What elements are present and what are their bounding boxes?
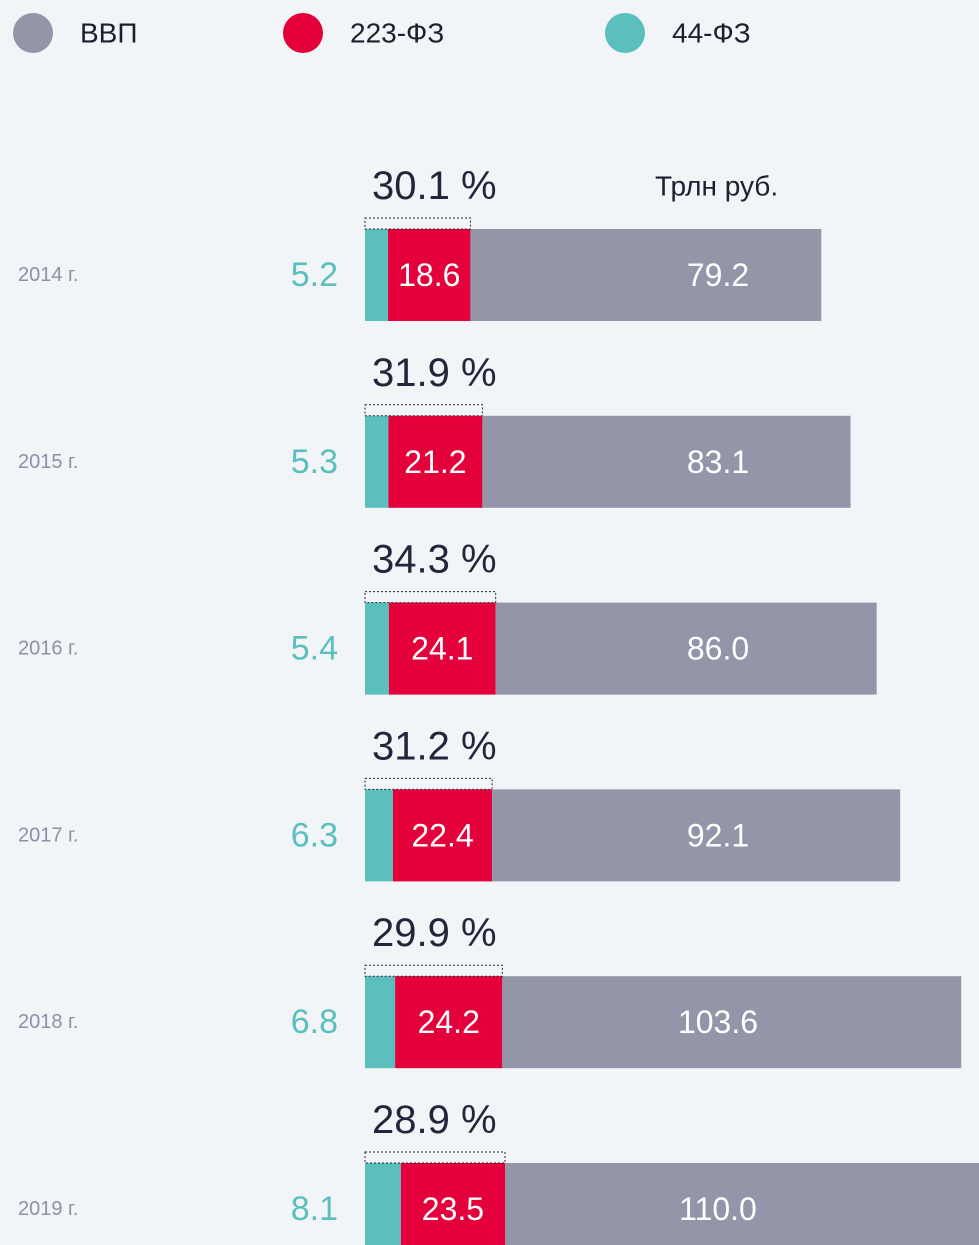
value-label: 21.2 xyxy=(404,444,466,480)
value-label: 79.2 xyxy=(687,257,749,293)
legend-swatch xyxy=(283,13,323,53)
value-label: 8.1 xyxy=(291,1190,338,1228)
bar-segment xyxy=(365,1163,401,1245)
value-label: 5.4 xyxy=(291,630,338,668)
bar-segment xyxy=(365,415,389,508)
bar-segment xyxy=(365,789,393,882)
bar-segment xyxy=(365,602,389,695)
share-bracket xyxy=(364,964,503,977)
bar-segment xyxy=(392,789,493,882)
bar-segment xyxy=(388,229,471,321)
bar-segment xyxy=(388,602,496,695)
value-label: 110.0 xyxy=(679,1191,757,1227)
category-label: 2014 г. xyxy=(18,264,78,286)
share-label: 34.3 % xyxy=(372,538,497,582)
bar-segment xyxy=(365,229,389,321)
legend-swatch xyxy=(605,13,645,53)
bar-segment xyxy=(504,1163,979,1245)
value-label: 6.3 xyxy=(291,816,338,854)
value-label: 92.1 xyxy=(687,817,749,853)
value-label: 86.0 xyxy=(687,631,749,667)
share-bracket xyxy=(364,217,471,230)
category-label: 2018 г. xyxy=(18,1011,78,1033)
bar-segment xyxy=(400,1163,505,1245)
share-bracket xyxy=(364,404,483,417)
legend-label: 223-ФЗ xyxy=(350,18,444,49)
value-label: 24.1 xyxy=(411,631,473,667)
legend-label: ВВП xyxy=(80,18,137,49)
share-bracket xyxy=(364,777,493,790)
legend-swatch xyxy=(13,13,53,53)
share-label: 29.9 % xyxy=(372,911,497,955)
value-label: 22.4 xyxy=(411,817,473,853)
value-label: 83.1 xyxy=(687,444,749,480)
value-label: 23.5 xyxy=(422,1191,484,1227)
share-label: 30.1 % xyxy=(372,164,497,208)
unit-label: Трлн руб. xyxy=(655,171,778,202)
bar-segment xyxy=(492,789,901,882)
category-label: 2015 г. xyxy=(18,451,78,473)
category-label: 2019 г. xyxy=(18,1198,78,1220)
bar-segment xyxy=(388,415,483,508)
value-label: 103.6 xyxy=(678,1004,758,1040)
share-label: 31.9 % xyxy=(372,351,497,395)
bar-segment xyxy=(482,415,851,508)
bar-segment xyxy=(502,976,962,1069)
bar-segment xyxy=(395,976,503,1069)
legend-label: 44-ФЗ xyxy=(672,18,751,49)
value-label: 18.6 xyxy=(398,257,460,293)
share-label: 28.9 % xyxy=(372,1098,497,1142)
category-label: 2016 г. xyxy=(18,638,78,660)
value-label: 24.2 xyxy=(418,1004,480,1040)
bar-segment xyxy=(495,602,877,695)
share-bracket xyxy=(364,591,497,604)
bar-segment xyxy=(470,229,822,321)
bar-segment xyxy=(365,976,396,1069)
share-bracket xyxy=(364,1151,506,1164)
value-label: 5.3 xyxy=(291,443,338,481)
share-label: 31.2 % xyxy=(372,724,497,768)
value-label: 5.2 xyxy=(291,256,338,294)
category-label: 2017 г. xyxy=(18,824,78,846)
value-label: 6.8 xyxy=(291,1003,338,1041)
